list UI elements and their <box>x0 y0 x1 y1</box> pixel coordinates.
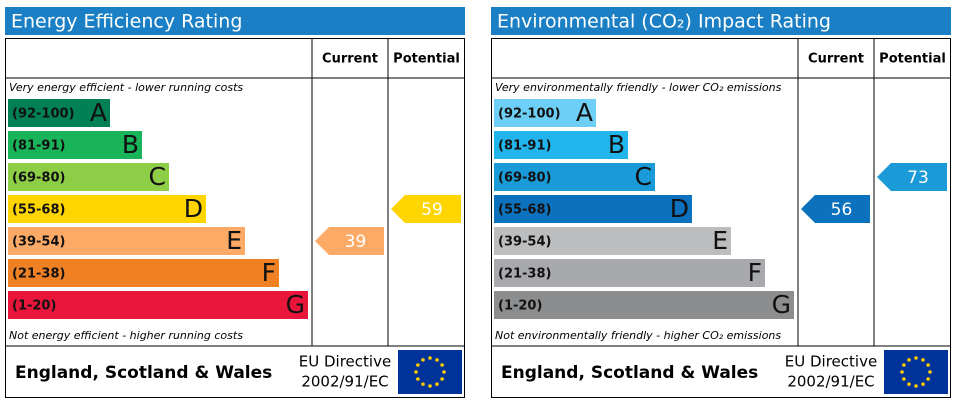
band-range: (55-68) <box>498 203 551 218</box>
panel-title: Environmental (CO₂) Impact Rating <box>497 11 831 33</box>
panel-frame <box>491 38 951 398</box>
band-range: (81-91) <box>12 139 65 154</box>
band-letter: E <box>226 226 242 255</box>
eu-star <box>421 382 425 386</box>
band-bar <box>494 99 596 127</box>
rating-value: 39 <box>345 232 367 252</box>
band-letter: D <box>670 194 689 223</box>
band-letter: F <box>262 258 276 287</box>
eu-star <box>428 356 432 360</box>
eu-star <box>435 358 439 362</box>
band-range: (39-54) <box>12 235 65 250</box>
rating-arrow <box>315 227 384 255</box>
eu-star <box>414 370 418 374</box>
directive: EU Directive <box>785 353 877 371</box>
panel-title: Energy Efficiency Rating <box>11 11 242 33</box>
band-bar <box>494 163 655 191</box>
band-range: (1-20) <box>12 299 56 314</box>
band-bar <box>8 195 206 223</box>
band-range: (92-100) <box>498 107 561 122</box>
column-header: Potential <box>393 52 460 67</box>
footer-label: England, Scotland & Wales <box>15 363 272 383</box>
eu-star <box>442 370 446 374</box>
eu-star <box>928 370 932 374</box>
band-letter: C <box>635 162 652 191</box>
band-range: (21-38) <box>498 267 551 282</box>
band-letter: C <box>149 162 166 191</box>
eu-star <box>421 358 425 362</box>
band-letter: G <box>286 290 305 319</box>
rating-value: 59 <box>421 200 443 220</box>
band-bar <box>8 227 245 255</box>
directive: EU Directive <box>299 353 391 371</box>
eu-star <box>921 382 925 386</box>
band-bar <box>494 195 692 223</box>
eu-star <box>926 377 930 381</box>
band-letter: B <box>608 130 625 159</box>
eu-star <box>428 384 432 388</box>
band-range: (69-80) <box>12 171 65 186</box>
top-note: Very environmentally friendly - lower CO… <box>495 81 782 94</box>
rating-value: 73 <box>907 168 929 188</box>
column-header: Current <box>322 52 378 67</box>
directive: 2002/91/EC <box>301 373 388 391</box>
band-letter: B <box>122 130 139 159</box>
eu-star <box>914 384 918 388</box>
footer-label: England, Scotland & Wales <box>501 363 758 383</box>
eu-star <box>902 377 906 381</box>
directive: 2002/91/EC <box>787 373 874 391</box>
band-range: (81-91) <box>498 139 551 154</box>
band-range: (55-68) <box>12 203 65 218</box>
band-bar <box>8 291 308 319</box>
title-bar <box>491 7 951 35</box>
band-bar <box>8 99 110 127</box>
eu-star <box>926 363 930 367</box>
band-bar <box>494 227 731 255</box>
band-bar <box>494 291 794 319</box>
column-header: Current <box>808 52 864 67</box>
rating-arrow <box>877 163 947 191</box>
eu-star <box>900 370 904 374</box>
band-letter: A <box>90 98 107 127</box>
bottom-note: Not energy efficient - higher running co… <box>9 329 243 342</box>
column-header: Potential <box>879 52 946 67</box>
eu-star <box>907 358 911 362</box>
rating-arrow <box>801 195 870 223</box>
eu-star <box>440 377 444 381</box>
band-range: (39-54) <box>498 235 551 250</box>
eu-star <box>902 363 906 367</box>
band-letter: A <box>576 98 593 127</box>
band-range: (69-80) <box>498 171 551 186</box>
eu-star <box>907 382 911 386</box>
band-range: (1-20) <box>498 299 542 314</box>
eu-star <box>440 363 444 367</box>
eu-star <box>914 356 918 360</box>
top-note: Very energy efficient - lower running co… <box>9 81 243 94</box>
band-range: (92-100) <box>12 107 75 122</box>
band-bar <box>494 259 765 287</box>
bottom-note: Not environmentally friendly - higher CO… <box>495 329 781 342</box>
eu-star <box>416 377 420 381</box>
rating-arrow <box>391 195 461 223</box>
band-letter: E <box>712 226 728 255</box>
band-range: (21-38) <box>12 267 65 282</box>
title-bar <box>5 7 465 35</box>
band-letter: F <box>748 258 762 287</box>
band-bar <box>8 131 142 159</box>
panel-frame <box>5 38 465 398</box>
band-bar <box>494 131 628 159</box>
band-bar <box>8 259 279 287</box>
eu-star <box>921 358 925 362</box>
eu-star <box>435 382 439 386</box>
band-bar <box>8 163 169 191</box>
band-letter: D <box>184 194 203 223</box>
band-letter: G <box>772 290 791 319</box>
rating-value: 56 <box>831 200 853 220</box>
eu-star <box>416 363 420 367</box>
